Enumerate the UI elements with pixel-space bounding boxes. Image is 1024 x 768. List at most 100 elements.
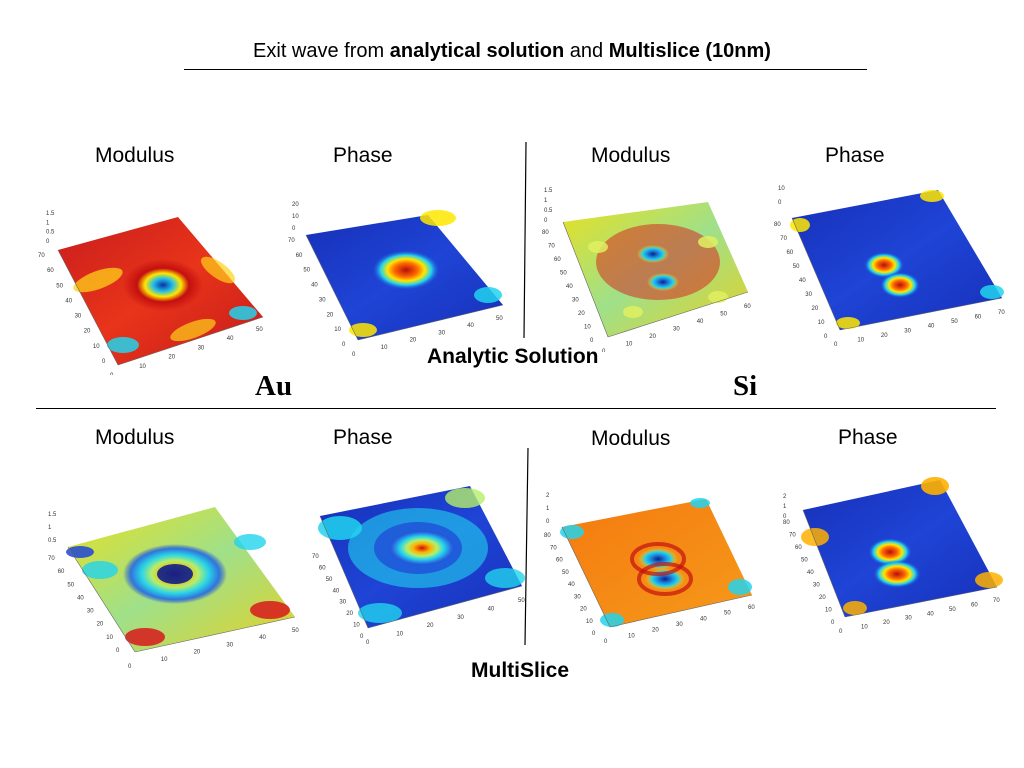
surface-feature — [349, 323, 377, 337]
y-tick-label: 80 — [542, 230, 549, 236]
y-tick-label: 60 — [47, 268, 54, 274]
surface-feature — [372, 250, 440, 290]
surface-feature — [690, 498, 710, 508]
x-tick-label: 60 — [975, 315, 982, 321]
y-tick-label: 10 — [825, 608, 832, 614]
surface-feature — [864, 252, 904, 278]
surface-feature — [234, 534, 266, 550]
z-tick-label: 10 — [292, 214, 299, 220]
y-tick-label: 10 — [93, 344, 100, 350]
x-tick-label: 30 — [905, 616, 912, 622]
y-tick-label: 50 — [56, 283, 63, 289]
surface-feature — [66, 546, 94, 558]
x-tick-label: 70 — [998, 310, 1005, 316]
label-au-analytic-modulus: Modulus — [95, 144, 175, 167]
section-analytic-solution: Analytic Solution — [427, 345, 599, 368]
axis-line — [839, 297, 1003, 331]
y-tick-label: 0 — [824, 334, 828, 340]
label-si-multislice-modulus: Modulus — [591, 427, 671, 450]
y-tick-label: 50 — [801, 558, 808, 564]
surface-feature — [637, 562, 693, 596]
y-tick-label: 20 — [346, 611, 353, 617]
x-tick-label: 70 — [993, 598, 1000, 604]
x-tick-label: 30 — [438, 330, 445, 336]
y-tick-label: 0 — [590, 338, 594, 344]
y-tick-label: 10 — [584, 325, 591, 331]
vertical-divider-bottom — [524, 447, 529, 646]
section-divider — [36, 408, 996, 409]
surface-feature — [588, 241, 608, 253]
y-tick-label: 70 — [38, 253, 45, 259]
y-tick-label: 40 — [77, 595, 84, 601]
surface-feature — [170, 318, 216, 342]
surface-feature — [420, 210, 456, 226]
x-tick-label: 20 — [881, 333, 888, 339]
surface-feature — [229, 306, 257, 320]
label-si-multislice-phase: Phase — [838, 426, 898, 449]
y-tick-label: 40 — [566, 284, 573, 290]
axis-line — [67, 546, 136, 653]
x-tick-label: 40 — [697, 319, 704, 325]
surface-feature — [445, 488, 485, 508]
y-tick-label: 30 — [574, 594, 581, 600]
x-tick-label: 30 — [457, 615, 464, 621]
surface-feature — [645, 568, 685, 590]
label-au-multislice-phase: Phase — [333, 426, 393, 449]
y-tick-label: 40 — [65, 298, 72, 304]
y-tick-label: 10 — [334, 327, 341, 333]
z-tick-label: 1 — [546, 506, 550, 512]
title-prefix: Exit wave from — [253, 40, 390, 62]
x-tick-label: 0 — [366, 640, 370, 646]
surface-feature — [388, 530, 456, 566]
y-tick-label: 70 — [312, 554, 319, 560]
tick-labels: 1.5 1 0.5 0 80 70 60 50 40 30 20 10 0 0 10 20 30 40 50 60 — [542, 188, 751, 352]
plot-si-analytic-modulus: 1.5 1 0.5 0 80 70 60 50 40 30 20 10 0 0 10 20 30 40 50 60 — [542, 188, 751, 352]
axis-line — [844, 586, 998, 618]
x-tick-label: 0 — [110, 373, 114, 375]
y-tick-label: 20 — [580, 607, 587, 613]
y-tick-label: 70 — [550, 545, 557, 551]
x-tick-label: 20 — [883, 620, 890, 626]
x-tick-label: 10 — [161, 657, 168, 663]
x-tick-label: 40 — [227, 336, 234, 342]
x-tick-label: 20 — [652, 628, 659, 634]
y-tick-label: 70 — [548, 244, 555, 250]
x-tick-label: 50 — [256, 327, 263, 333]
y-tick-label: 20 — [97, 622, 104, 628]
y-tick-label: 70 — [48, 556, 55, 562]
x-tick-label: 10 — [857, 337, 864, 343]
surface-feature — [638, 548, 678, 570]
surface-feature — [630, 542, 686, 576]
z-tick-label: 1.5 — [544, 188, 553, 194]
y-tick-label: 10 — [586, 619, 593, 625]
y-tick-label: 0 — [102, 359, 106, 365]
y-tick-label: 10 — [818, 320, 825, 326]
y-tick-label: 60 — [58, 569, 65, 575]
y-tick-label: 40 — [807, 570, 814, 576]
axis-line — [607, 291, 749, 338]
z-tick-label: 1 — [46, 220, 50, 226]
axis-line — [791, 217, 841, 331]
surface-feature — [921, 477, 949, 495]
y-tick-label: 70 — [288, 238, 295, 244]
z-tick-label: 0 — [46, 239, 50, 245]
surface-feature — [868, 538, 912, 566]
y-tick-label: 70 — [789, 533, 796, 539]
x-tick-label: 20 — [410, 338, 417, 344]
surface-feature — [485, 568, 525, 588]
y-tick-label: 0 — [360, 634, 364, 640]
x-tick-label: 0 — [352, 352, 356, 358]
y-tick-label: 40 — [333, 588, 340, 594]
x-tick-label: 50 — [518, 598, 525, 604]
x-tick-label: 10 — [861, 625, 868, 631]
surface-feature — [873, 560, 921, 588]
element-si: Si — [733, 370, 758, 402]
y-tick-label: 10 — [106, 635, 113, 641]
plot-au-multislice-modulus: 1.5 1 0.5 70 60 50 40 30 20 10 0 0 10 20 30 40 50 — [48, 507, 299, 670]
surface-feature — [560, 525, 584, 539]
y-tick-label: 20 — [819, 595, 826, 601]
